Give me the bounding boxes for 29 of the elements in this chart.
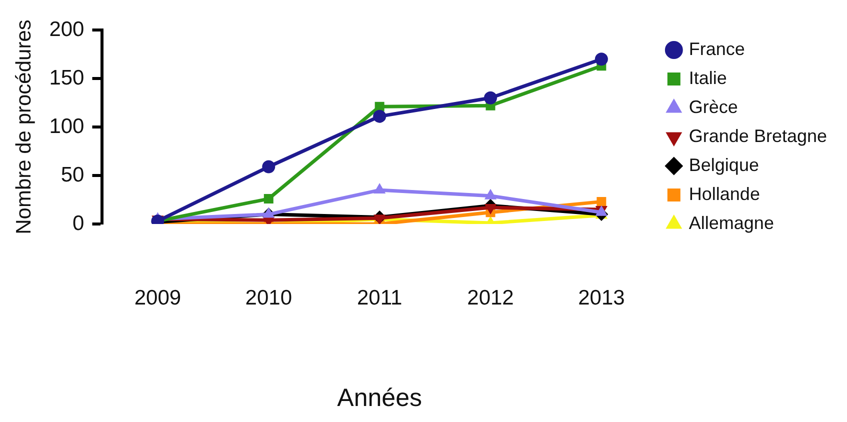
point [594, 52, 608, 66]
x-tick-label: 2013 [578, 286, 625, 310]
legend-label: Italie [688, 68, 727, 88]
legend-label: Grande Bretagne [688, 126, 827, 146]
point [262, 160, 276, 174]
x-tick-label: 2012 [467, 286, 514, 310]
y-tick-label: 200 [49, 18, 84, 41]
y-tick-label: 0 [72, 212, 84, 235]
y-tick-label: 100 [49, 114, 84, 138]
x-tick-label: 2010 [245, 286, 292, 310]
x-axis-title: Années [337, 384, 422, 412]
y-axis-title: Nombre de procédures [12, 20, 36, 234]
y-tick-label: 50 [60, 163, 84, 186]
point [374, 102, 384, 112]
x-tick-label: 2011 [356, 286, 402, 310]
legend-label: Allemagne [688, 212, 774, 233]
point [262, 208, 274, 218]
point [596, 196, 606, 206]
y-tick-label: 150 [49, 66, 84, 90]
point [373, 110, 386, 123]
point [374, 184, 386, 194]
point [484, 189, 496, 200]
legend-label: Hollande [688, 184, 760, 204]
legend-label: Belgique [688, 154, 759, 175]
legend-label: France [688, 38, 745, 59]
point [484, 91, 498, 104]
point [264, 194, 274, 204]
x-tick-label: 2009 [134, 286, 182, 310]
legend-label: Grèce [688, 96, 738, 117]
